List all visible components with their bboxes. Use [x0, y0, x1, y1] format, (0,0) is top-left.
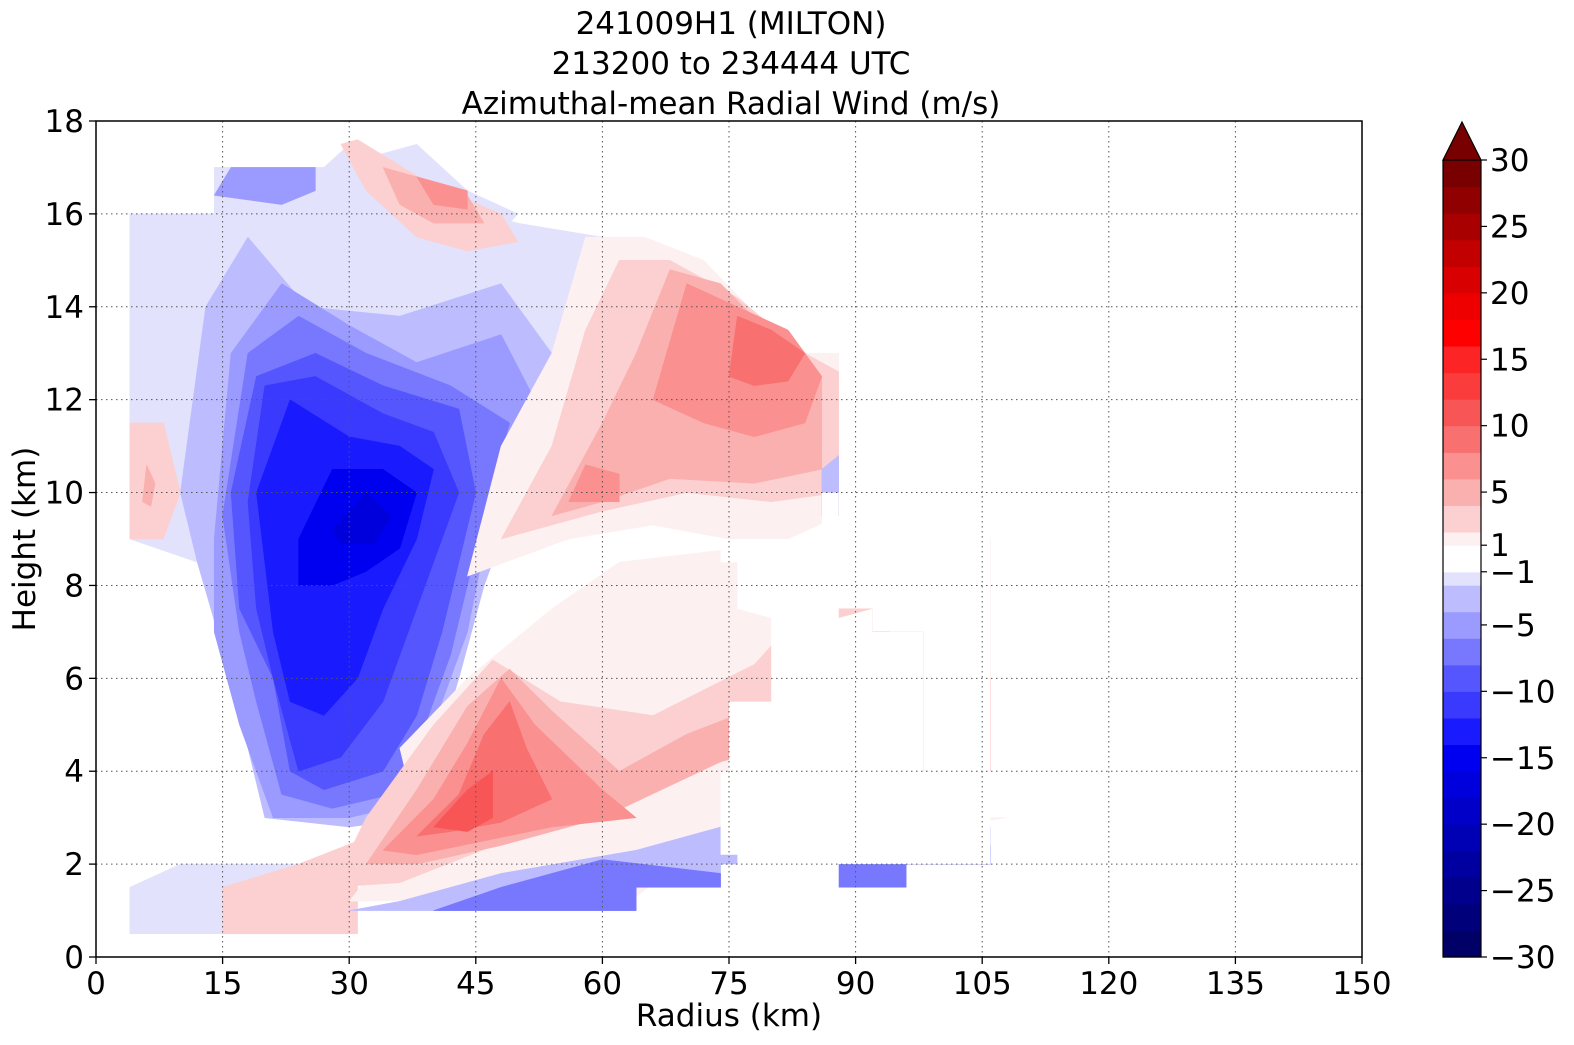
chart-title: 241009H1 (MILTON) 213200 to 234444 UTC A…	[462, 6, 1001, 122]
y-tick-label-4: 8	[64, 568, 84, 604]
y-axis-label: Height (km)	[7, 447, 43, 632]
colorbar-band-19	[1443, 452, 1481, 480]
colorbar-band-23	[1443, 345, 1481, 374]
colorbar-label-11: −20	[1490, 807, 1555, 843]
colorbar-band-18	[1443, 478, 1481, 506]
x-tick-label-10: 150	[1332, 966, 1391, 1002]
colorbar-band-16	[1443, 531, 1481, 546]
colorbar-band-9	[1443, 691, 1481, 719]
colorbar-label-3: 15	[1490, 342, 1529, 378]
colorbar-band-2	[1443, 877, 1481, 905]
no-data-area-0	[720, 121, 1362, 957]
contour-region-25	[728, 315, 806, 386]
colorbar-band-1	[1443, 903, 1481, 932]
colorbar-band-5	[1443, 797, 1481, 825]
colorbar-band-24	[1443, 319, 1481, 347]
colorbar-label-10: −15	[1490, 741, 1555, 777]
colorbar-label-4: 10	[1490, 409, 1529, 445]
colorbar-band-4	[1443, 824, 1481, 852]
colorbar-band-22	[1443, 372, 1481, 400]
x-tick-label-1: 15	[203, 966, 242, 1002]
colorbar-label-6: 1	[1490, 528, 1510, 564]
colorbar-band-10	[1443, 664, 1481, 692]
contour-region-36	[129, 422, 181, 540]
x-tick-label-3: 45	[456, 966, 495, 1002]
colorbar-label-9: −10	[1490, 674, 1555, 710]
x-axis-ticks: 0 15 30 45 60 75 90 105 120 135 150	[86, 957, 1392, 1002]
colorbar-label-8: −5	[1490, 608, 1536, 644]
colorbar-band-12	[1443, 611, 1481, 639]
colorbar-label-0: 30	[1490, 143, 1529, 179]
colorbar-label-2: 20	[1490, 276, 1529, 312]
colorbar-frame	[1442, 160, 1482, 958]
y-tick-label-3: 6	[64, 661, 84, 697]
contour-region-17	[433, 770, 493, 832]
y-tick-label-5: 10	[45, 476, 84, 512]
colorbar-band-29	[1443, 186, 1481, 214]
title-line-1: 241009H1 (MILTON)	[576, 6, 887, 42]
colorbar-band-28	[1443, 213, 1481, 241]
x-axis-label: Radius (km)	[636, 998, 822, 1034]
x-tick-label-0: 0	[86, 966, 106, 1002]
contour-region-34	[433, 859, 721, 911]
colorbar-label-7: −1	[1490, 555, 1536, 591]
title-line-2: 213200 to 234444 UTC	[552, 46, 911, 82]
x-tick-label-5: 75	[709, 966, 748, 1002]
colorbar-band-25	[1443, 292, 1481, 320]
contour-region-37	[142, 464, 156, 507]
plot-area	[129, 121, 1362, 957]
x-tick-label-7: 105	[953, 966, 1012, 1002]
contour-region-11	[332, 492, 392, 544]
colorbar-band-20	[1443, 425, 1481, 453]
y-tick-label-1: 2	[64, 847, 84, 883]
y-axis-ticks: 0 2 4 6 8 10 12 14 16 18	[45, 104, 96, 976]
y-tick-label-0: 0	[64, 940, 84, 976]
colorbar-band-15	[1443, 545, 1481, 573]
colorbar-band-7	[1443, 744, 1481, 772]
x-tick-label-9: 135	[1206, 966, 1265, 1002]
colorbar-band-3	[1443, 850, 1481, 878]
title-line-3: Azimuthal-mean Radial Wind (m/s)	[462, 86, 1001, 122]
colorbar-band-30	[1443, 160, 1481, 188]
colorbar-band-17	[1443, 505, 1481, 533]
colorbar-band-6	[1443, 771, 1481, 799]
x-tick-label-2: 30	[329, 966, 368, 1002]
x-tick-label-6: 90	[836, 966, 875, 1002]
x-tick-label-8: 120	[1079, 966, 1138, 1002]
contour-region-1	[222, 840, 358, 935]
colorbar-band-14	[1443, 571, 1481, 586]
colorbar-band-13	[1443, 585, 1481, 613]
y-tick-label-2: 4	[64, 754, 84, 790]
colorbar-band-21	[1443, 399, 1481, 427]
grid	[96, 121, 1362, 957]
colorbar-label-1: 25	[1490, 209, 1529, 245]
colorbar-band-8	[1443, 717, 1481, 746]
colorbar-extend-arrow	[1442, 120, 1482, 161]
contour-region-30	[416, 176, 468, 210]
y-tick-label-9: 18	[45, 104, 84, 140]
x-tick-label-4: 60	[583, 966, 622, 1002]
colorbar: 30 25 20 15 10 5 1−1 −5 −10 −15 −20 −25 −30	[1442, 120, 1555, 976]
contour-region-31	[213, 167, 316, 205]
colorbar-band-0	[1443, 930, 1481, 958]
y-tick-label-8: 16	[45, 197, 84, 233]
colorbar-label-13: −30	[1490, 940, 1555, 976]
colorbar-band-27	[1443, 239, 1481, 267]
colorbar-label-12: −25	[1490, 874, 1555, 910]
y-tick-label-6: 12	[45, 383, 84, 419]
colorbar-band-11	[1443, 638, 1481, 666]
y-tick-label-7: 14	[45, 290, 84, 326]
colorbar-label-5: 5	[1490, 475, 1510, 511]
colorbar-band-26	[1443, 266, 1481, 294]
